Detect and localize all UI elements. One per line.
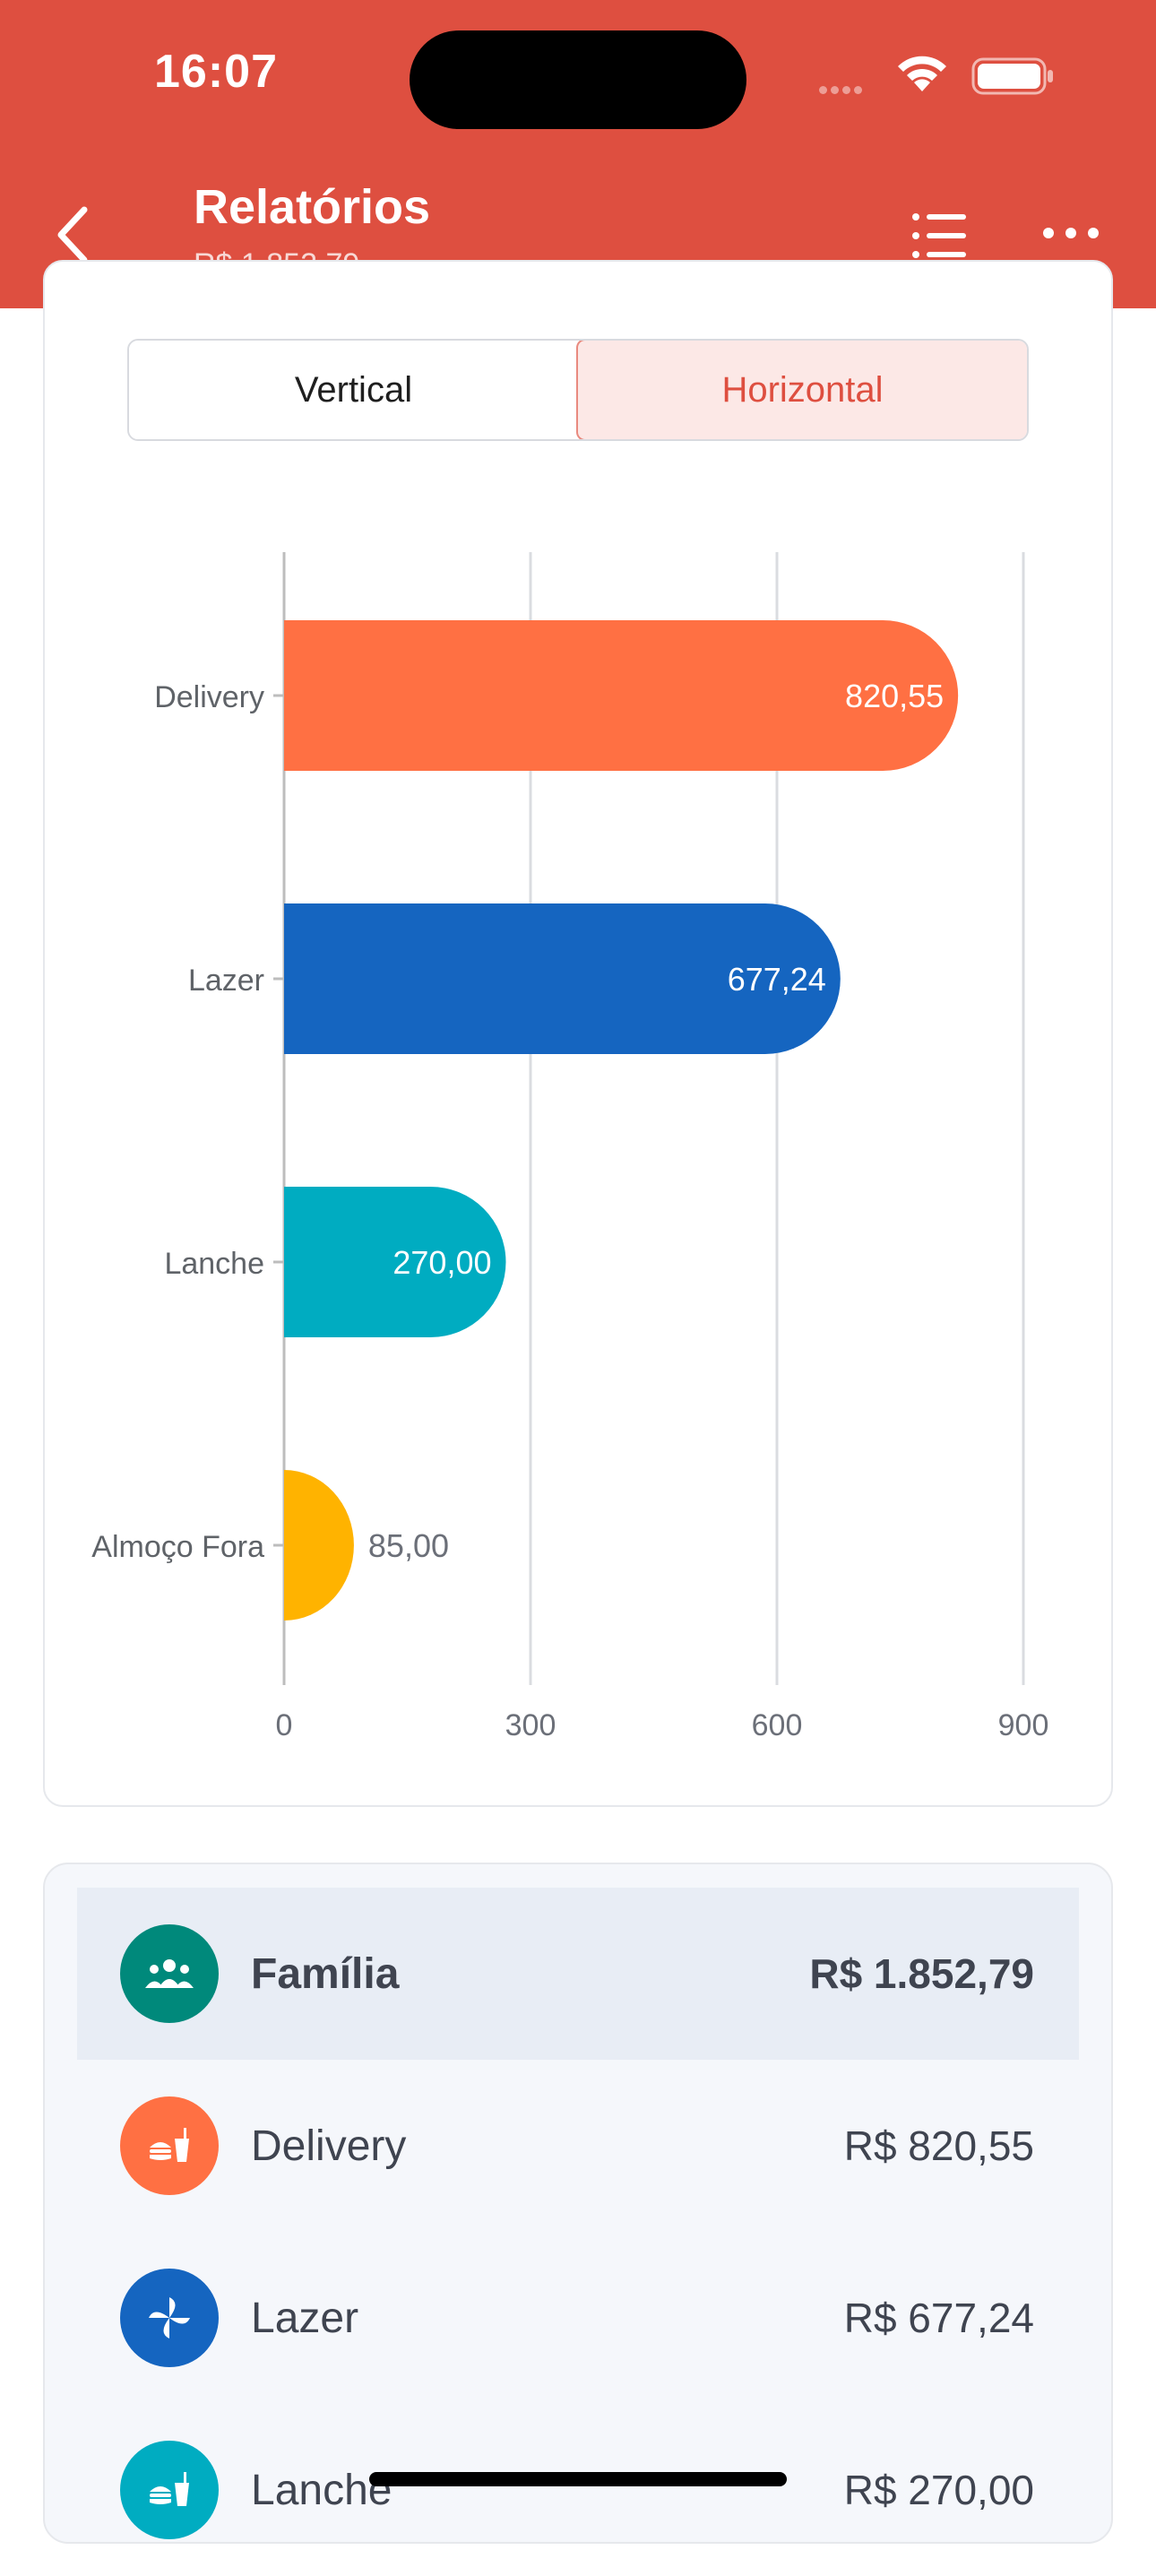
list-row-delivery[interactable]: Delivery R$ 820,55 bbox=[77, 2060, 1079, 2232]
list-row-label: Família bbox=[251, 1949, 400, 1998]
horizontal-bar-chart: 0 300 600 900 Delivery 820,55 Lazer 677,24 Lanch… bbox=[91, 552, 1049, 1742]
x-tick-label: 900 bbox=[998, 1708, 1049, 1742]
cellular-signal-icon bbox=[819, 82, 866, 99]
vertical-option[interactable]: Vertical bbox=[129, 341, 578, 439]
page-title: Relatórios bbox=[194, 180, 431, 234]
home-indicator bbox=[369, 2472, 787, 2486]
orientation-toggle: Vertical Horizontal bbox=[127, 339, 1029, 441]
bar bbox=[284, 903, 841, 1054]
list-row-value: R$ 677,24 bbox=[843, 2295, 1034, 2341]
list-row-value: R$ 1.852,79 bbox=[809, 1950, 1034, 1997]
battery-icon bbox=[971, 57, 1053, 95]
bar bbox=[284, 1470, 354, 1621]
pinwheel-icon bbox=[120, 2269, 219, 2367]
food-icon bbox=[120, 2096, 219, 2195]
value-label: 85,00 bbox=[368, 1527, 449, 1564]
list-row-lanche[interactable]: Lanche R$ 270,00 bbox=[77, 2404, 1079, 2576]
list-row-label: Delivery bbox=[251, 2122, 407, 2170]
list-row-label: Lazer bbox=[251, 2294, 359, 2342]
app-header: 16:07 Relatórios R$ 1.852,79 bbox=[0, 0, 1156, 308]
list-view-button[interactable] bbox=[909, 204, 971, 267]
bar bbox=[284, 1187, 506, 1337]
list-row-familia[interactable]: Família R$ 1.852,79 bbox=[77, 1888, 1079, 2060]
x-tick-label: 300 bbox=[505, 1708, 556, 1742]
list-row-value: R$ 270,00 bbox=[843, 2467, 1034, 2513]
family-icon bbox=[120, 1924, 219, 2023]
dynamic-island bbox=[410, 30, 746, 129]
category-label: Lazer bbox=[188, 964, 264, 998]
list-row-lazer[interactable]: Lazer R$ 677,24 bbox=[77, 2232, 1079, 2404]
x-tick-label: 0 bbox=[276, 1708, 293, 1742]
category-label: Delivery bbox=[154, 680, 264, 714]
horizontal-option[interactable]: Horizontal bbox=[576, 341, 1027, 439]
bar bbox=[284, 620, 959, 771]
category-label: Lanche bbox=[164, 1247, 264, 1281]
x-tick-label: 600 bbox=[752, 1708, 803, 1742]
status-time: 16:07 bbox=[154, 46, 278, 98]
category-label: Almoço Fora bbox=[91, 1530, 264, 1564]
value-label: 677,24 bbox=[728, 961, 826, 998]
wifi-icon bbox=[898, 56, 946, 91]
snack-icon bbox=[120, 2441, 219, 2539]
back-button[interactable] bbox=[48, 199, 102, 271]
list-row-value: R$ 820,55 bbox=[843, 2122, 1034, 2169]
value-label: 820,55 bbox=[845, 678, 944, 714]
list-row-label: Lanche bbox=[251, 2466, 393, 2514]
value-label: 270,00 bbox=[393, 1244, 491, 1281]
more-options-button[interactable] bbox=[1040, 215, 1102, 251]
